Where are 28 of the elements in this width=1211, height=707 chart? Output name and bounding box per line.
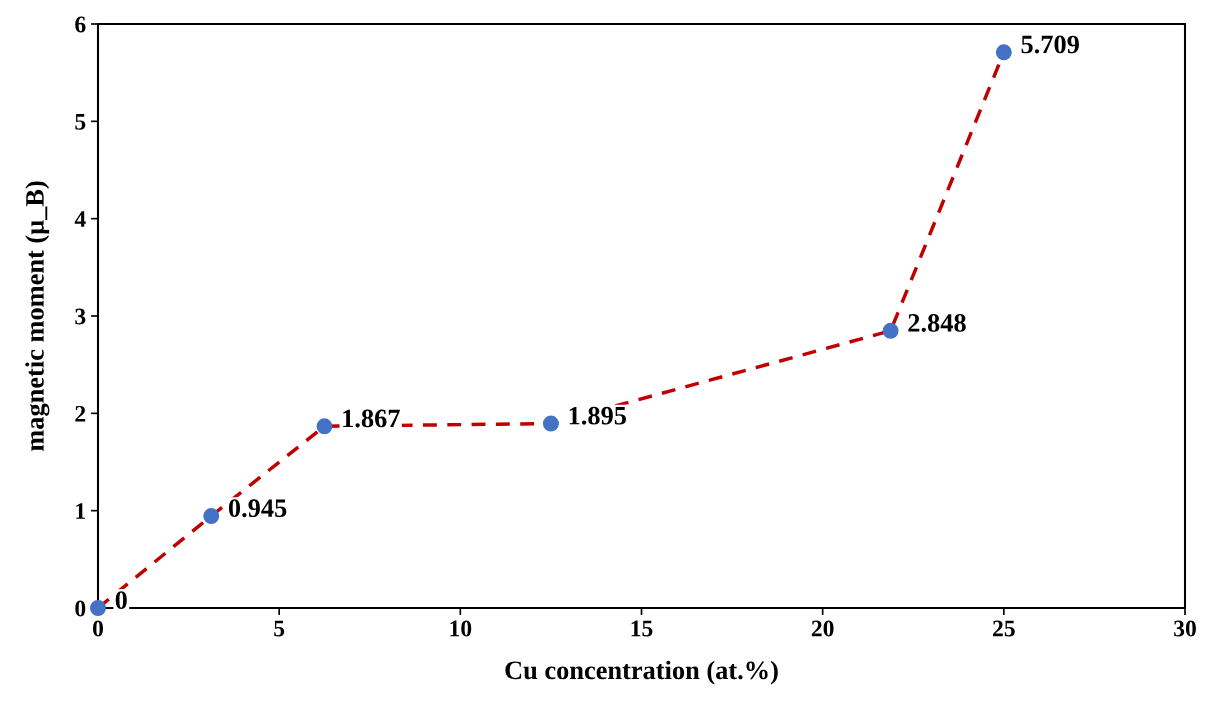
y-tick-label: 2 (75, 405, 86, 422)
data-label: 0 (115, 591, 127, 610)
y-tick-label: 4 (74, 211, 86, 227)
x-tick-label: 25 (993, 620, 1015, 637)
y-tick-label: 5 (75, 114, 86, 130)
x-tick-label: 0 (93, 620, 103, 637)
x-axis-title: Cu concentration (at.%) (505, 660, 778, 685)
data-label: 5.709 (1021, 35, 1079, 54)
point (542, 415, 559, 432)
point (316, 418, 333, 435)
x-tick-label: 15 (631, 620, 653, 637)
x-tick-label: 20 (811, 620, 834, 637)
y-axis-title: magnetic moment (μ_B) (25, 181, 50, 452)
x-tick-label: 5 (274, 620, 285, 637)
y-tick-label: 6 (75, 16, 86, 33)
x-tick-label: 10 (450, 620, 472, 637)
point (882, 322, 899, 339)
data-label: 2.848 (908, 314, 966, 332)
y-tick-label: 1 (76, 503, 85, 519)
y-tick-label: 0 (75, 600, 86, 617)
y-tick-label: 3 (75, 308, 86, 325)
data-label: 1.895 (569, 406, 626, 425)
point (90, 600, 106, 616)
x-tick-label: 30 (1174, 620, 1196, 637)
point (995, 44, 1012, 61)
point (203, 508, 220, 524)
data-label: 1.867 (343, 409, 400, 428)
data-label: 0.945 (228, 499, 287, 518)
